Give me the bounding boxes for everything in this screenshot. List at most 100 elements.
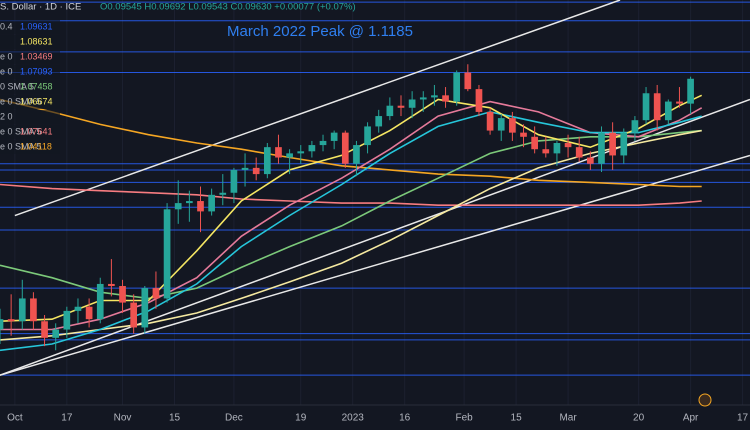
trendline xyxy=(0,154,750,376)
legend-label: e 0 SMA 5 xyxy=(0,141,42,151)
candle-body xyxy=(174,203,182,210)
candle-body xyxy=(319,140,327,146)
x-tick-label: 16 xyxy=(399,413,411,424)
candle-body xyxy=(263,147,271,175)
candle-body xyxy=(197,201,204,212)
candle-body xyxy=(564,143,572,148)
x-tick-label: Mar xyxy=(559,413,577,424)
candle-body xyxy=(7,319,15,322)
candle-body xyxy=(353,145,360,164)
x-tick-label: 20 xyxy=(633,413,645,424)
candle-body xyxy=(575,147,583,158)
candle-body xyxy=(419,97,427,100)
x-tick-label: Feb xyxy=(455,413,473,424)
candle-body xyxy=(141,288,149,328)
candle-body xyxy=(453,72,461,102)
candle-body xyxy=(464,72,472,90)
candle-body xyxy=(386,105,394,117)
legend-backdrop xyxy=(0,65,60,79)
legend-label: 0 SMA 5 xyxy=(0,81,34,91)
candle-body xyxy=(509,118,516,133)
legend-value: 1.09631 xyxy=(20,21,53,31)
candle-body xyxy=(286,153,293,158)
moving-average xyxy=(0,183,702,206)
candle-body xyxy=(520,132,527,137)
plot-area xyxy=(0,0,750,405)
candle-body xyxy=(85,306,93,320)
candle-body xyxy=(0,319,4,330)
legend-label: e 0 xyxy=(0,66,13,76)
candle-body xyxy=(531,136,538,150)
candle-body xyxy=(252,167,260,175)
legend-value: 1.07458 xyxy=(20,81,53,91)
candle-body xyxy=(108,283,115,287)
candle-body xyxy=(63,310,71,330)
symbol: S. Dollar · 1D · ICE xyxy=(0,2,81,13)
candle-body xyxy=(219,192,227,195)
candle-body xyxy=(52,329,60,338)
legend-label: e 0 SMA 5 xyxy=(0,126,42,136)
legend-label: 0.4 xyxy=(0,21,13,31)
candle-body xyxy=(308,145,316,152)
moving-average xyxy=(0,111,702,352)
x-tick-label: Oct xyxy=(7,413,23,424)
candle-body xyxy=(30,298,37,322)
legend-backdrop xyxy=(0,80,60,94)
x-tick-label: 19 xyxy=(295,413,307,424)
candle-body xyxy=(542,149,550,154)
legend-label: 2 0 xyxy=(0,111,13,121)
candle-body xyxy=(631,120,639,133)
candle-body xyxy=(687,78,694,104)
candle-body xyxy=(598,132,605,164)
candle-body xyxy=(642,93,650,121)
candle-body xyxy=(74,306,82,311)
legend-backdrop xyxy=(0,140,60,154)
legend-value: 1.03469 xyxy=(20,51,53,61)
x-tick-label: Nov xyxy=(114,413,132,424)
legend-label: e 0 SMA 5 xyxy=(0,96,42,106)
x-tick-label: 2023 xyxy=(342,413,365,424)
candle-body xyxy=(364,126,371,146)
candle-body xyxy=(230,169,238,193)
candle-body xyxy=(119,286,126,303)
trendline xyxy=(14,0,621,217)
legend-value: 1.06674 xyxy=(20,96,53,106)
candle-body xyxy=(341,132,349,164)
candle-body xyxy=(442,95,449,102)
candle-body xyxy=(163,209,171,299)
candle-body xyxy=(397,105,405,108)
candle-body xyxy=(609,132,616,156)
x-tick-label: 15 xyxy=(511,413,523,424)
candle-body xyxy=(152,288,160,299)
candle-body xyxy=(587,157,594,164)
candle-body xyxy=(208,194,215,212)
legend-backdrop xyxy=(0,125,60,139)
candle-body xyxy=(497,118,505,131)
moving-average xyxy=(0,98,702,188)
x-tick-label: 15 xyxy=(169,413,181,424)
candle-body xyxy=(241,167,249,170)
candle-body xyxy=(96,283,104,320)
legend-backdrop xyxy=(0,50,60,64)
candle-body xyxy=(41,321,48,338)
candle-body xyxy=(475,89,483,112)
candle-body xyxy=(330,132,338,141)
legend-backdrop xyxy=(0,20,60,34)
x-tick-label: Dec xyxy=(225,413,243,424)
candle-body xyxy=(275,147,282,158)
candle-body xyxy=(431,95,438,98)
legend-value: 1.07093 xyxy=(20,66,53,76)
candle-body xyxy=(186,201,193,204)
candle-body xyxy=(676,101,683,104)
legend-value: 1.04118 xyxy=(20,141,52,151)
x-tick-label: Apr xyxy=(683,413,699,424)
ohlc-header: O0.09545 H0.09692 L0.09543 C0.09630 +0.0… xyxy=(100,2,356,13)
legend-value: 1.08631 xyxy=(20,36,53,46)
candle-body xyxy=(18,298,26,322)
legend-backdrop xyxy=(0,35,60,49)
alert-icon[interactable] xyxy=(698,393,712,407)
candle-body xyxy=(653,93,661,121)
